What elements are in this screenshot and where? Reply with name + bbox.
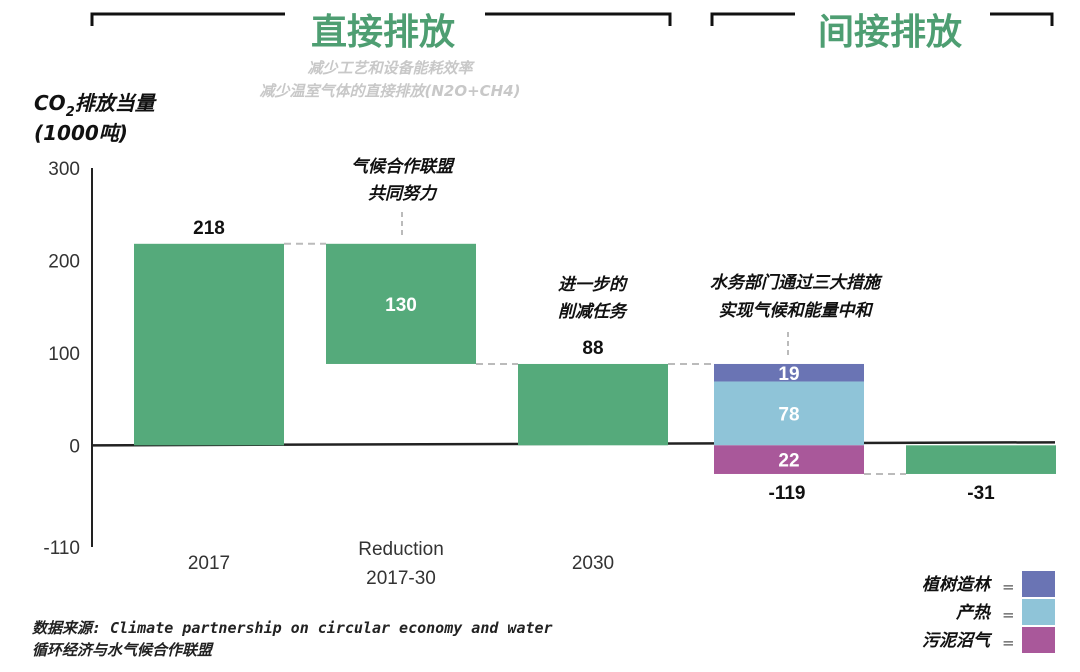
legend-swatch (1022, 571, 1055, 597)
header-direct: 直接排放 (311, 12, 455, 53)
y-tick-label: 0 (69, 436, 80, 457)
bar-value-label: -31 (967, 483, 995, 504)
bar (518, 363, 668, 446)
annotation-water-2: 实现气候和能量中和 (719, 301, 874, 321)
legend-label: 产热 (955, 603, 992, 623)
legend-label: 植树造林 (922, 575, 993, 595)
source-line-1: 数据来源: Climate partnership on circular ec… (32, 619, 553, 637)
category-label: 2017 (188, 553, 230, 574)
stack-total-label: -119 (769, 483, 806, 504)
source-line-2: 循环经济与水气候合作联盟 (32, 641, 214, 659)
annotation-further-2: 削减任务 (558, 302, 629, 322)
y-tick-label: 100 (48, 344, 80, 365)
segment-label: 19 (778, 364, 799, 385)
bar (134, 243, 284, 446)
header-direct-bracket (90, 12, 672, 26)
bar-value-label: 218 (193, 218, 225, 239)
y-tick-label: 200 (48, 251, 80, 272)
header-indirect-bracket (710, 12, 1054, 26)
bar-value-label: 130 (385, 295, 417, 316)
annotation-water-1: 水务部门通过三大措施 (710, 273, 883, 293)
y-axis-unit: (1000吨) (34, 121, 128, 145)
note-line-2: 减少温室气体的直接排放(N2O+CH4) (259, 82, 520, 100)
annotation-climate-1: 气候合作联盟 (351, 157, 456, 177)
legend-swatch (1022, 627, 1055, 653)
bar-value-label: 88 (582, 338, 603, 359)
y-tick-label: 300 (48, 159, 80, 180)
category-label-line2: 2017-30 (366, 568, 436, 589)
segment-label: 78 (778, 404, 799, 425)
annotation-further-1: 进一步的 (558, 275, 629, 295)
stack-segment (714, 381, 864, 446)
stack-segment (714, 445, 864, 474)
legend: 植树造林 = 产热 = 污泥沼气 = (922, 571, 1055, 653)
category-label: 2030 (572, 553, 614, 574)
legend-label: 污泥沼气 (922, 631, 993, 651)
legend-equals: = (1002, 634, 1015, 652)
legend-swatch (1022, 599, 1055, 625)
segment-label: 22 (778, 451, 799, 472)
stack-segment (714, 363, 864, 382)
note-line-1: 减少工艺和设备能耗效率 (307, 59, 475, 77)
y-axis-title: CO2排放当量 (34, 91, 158, 120)
bar (326, 243, 476, 364)
category-label: Reduction (358, 539, 444, 560)
annotation-climate-2: 共同努力 (368, 184, 438, 204)
legend-equals: = (1002, 578, 1015, 596)
y-tick-label: -110 (43, 538, 80, 559)
legend-equals: = (1002, 606, 1015, 624)
header-indirect: 间接排放 (818, 12, 962, 53)
bar (906, 445, 1056, 474)
